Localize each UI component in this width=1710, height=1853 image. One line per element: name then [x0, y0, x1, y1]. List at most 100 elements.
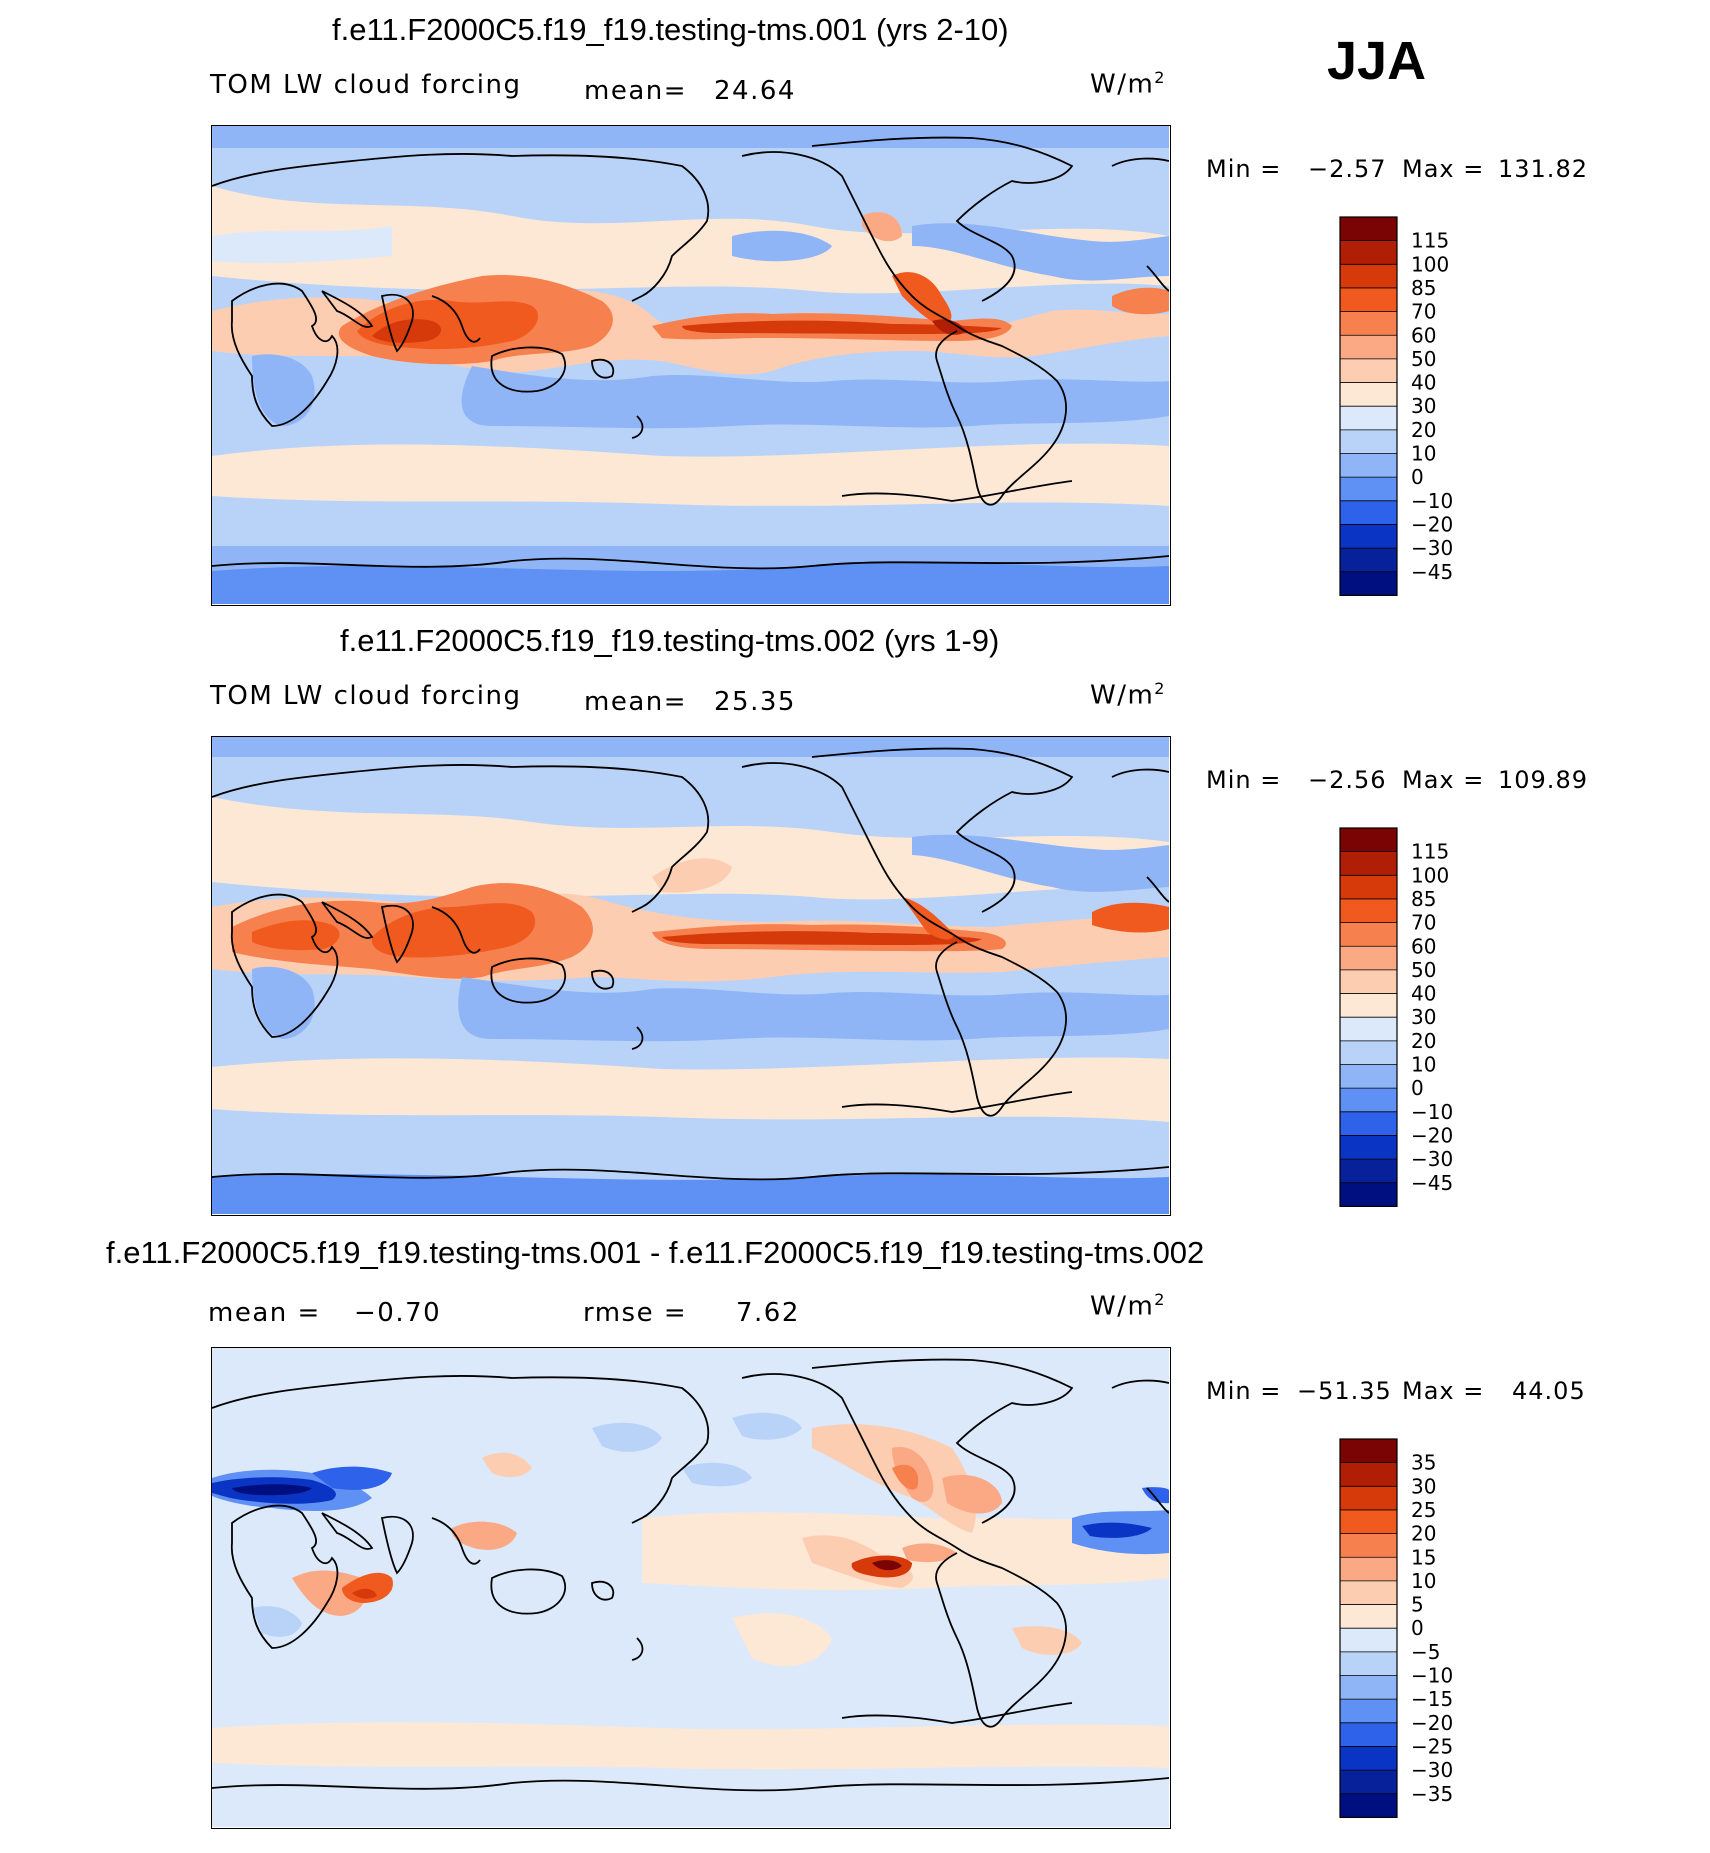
panel3-units-base: W/m [1090, 1291, 1155, 1322]
panel2-mean-value: 25.35 [714, 687, 796, 717]
panel2-max-label: Max = [1402, 766, 1485, 794]
colorbar-tick-label: −25 [1411, 1734, 1453, 1758]
panel3-mean-value: −0.70 [354, 1298, 442, 1328]
panel2-units-base: W/m [1090, 680, 1155, 711]
colorbar-swatch [1340, 828, 1397, 853]
panel2-map-svg [212, 737, 1169, 1214]
colorbar-swatch [1340, 1699, 1397, 1724]
colorbar-tick-label: 5 [1411, 1593, 1424, 1617]
panel1-units-base: W/m [1090, 69, 1155, 100]
panel2-min-label: Min = [1206, 766, 1282, 794]
colorbar-tick-label: −10 [1411, 1664, 1453, 1688]
colorbar-tick-label: 35 [1411, 1451, 1436, 1475]
colorbar-swatch [1340, 851, 1397, 876]
colorbar-swatch [1340, 1159, 1397, 1184]
colorbar-tick-label: 70 [1411, 300, 1436, 324]
colorbar-swatch [1340, 1486, 1397, 1511]
colorbar-tick-label: 20 [1411, 418, 1436, 442]
colorbar-swatch [1340, 922, 1397, 947]
colorbar-tick-label: −20 [1411, 1711, 1453, 1735]
colorbar-tick-label: −20 [1411, 512, 1453, 536]
colorbar-tick-label: 10 [1411, 1053, 1436, 1077]
colorbar-swatch [1340, 1793, 1397, 1818]
colorbar-tick-label: 85 [1411, 276, 1436, 300]
colorbar-swatch [1340, 358, 1397, 384]
colorbar-swatch [1340, 1604, 1397, 1629]
colorbar-border [1339, 216, 1398, 596]
colorbar-tick-label: 40 [1411, 371, 1436, 395]
colorbar-swatch [1340, 1770, 1397, 1795]
colorbar-border [1339, 827, 1398, 1207]
panel2-map [211, 736, 1171, 1216]
colorbar-tick-label: −15 [1411, 1687, 1453, 1711]
colorbar-tick-label: −10 [1411, 1100, 1453, 1124]
colorbar-tick-label: −10 [1411, 489, 1453, 513]
colorbar-swatch [1340, 1628, 1397, 1653]
colorbar-tick-label: −5 [1411, 1640, 1440, 1664]
colorbar-swatch [1340, 1722, 1397, 1747]
colorbar-swatch [1340, 1064, 1397, 1089]
panel3-min-label: Min = [1206, 1377, 1282, 1405]
colorbar-tick-label: 15 [1411, 1545, 1436, 1569]
colorbar-tick-label: 50 [1411, 347, 1436, 371]
colorbar-tick-label: −20 [1411, 1123, 1453, 1147]
colorbar-tick-label: 20 [1411, 1029, 1436, 1053]
panel3-rmse-value: 7.62 [736, 1298, 800, 1328]
colorbar-swatch [1340, 898, 1397, 924]
colorbar-swatch [1340, 264, 1397, 289]
colorbar-border [1339, 1438, 1398, 1818]
panel2-mean-label: mean= [584, 687, 688, 717]
colorbar-swatch [1340, 1746, 1397, 1771]
colorbar-tick-label: 20 [1411, 1522, 1436, 1546]
season-label: JJA [1327, 31, 1427, 91]
panel1-title: f.e11.F2000C5.f19_f19.testing-tms.001 (y… [332, 12, 1009, 47]
colorbar-tick-label: 50 [1411, 958, 1436, 982]
colorbar-swatch [1340, 240, 1397, 265]
colorbar-tick-label: 100 [1411, 252, 1449, 276]
colorbar-swatch [1340, 311, 1397, 336]
colorbar-swatch [1340, 1111, 1397, 1136]
colorbar-swatch [1340, 382, 1397, 407]
colorbar-swatch [1340, 1462, 1397, 1487]
colorbar-tick-label: 40 [1411, 982, 1436, 1006]
colorbar-swatch [1340, 524, 1397, 549]
colorbar-tick-label: 60 [1411, 934, 1436, 958]
panel3-max-value: 44.05 [1512, 1377, 1586, 1405]
colorbar-swatch [1340, 1439, 1397, 1464]
panel3-map [211, 1347, 1171, 1829]
colorbar-tick-label: 85 [1411, 887, 1436, 911]
colorbar-tick-label: −35 [1411, 1782, 1453, 1806]
colorbar-tick-label: 25 [1411, 1498, 1436, 1522]
colorbar-swatch [1340, 993, 1397, 1018]
colorbar-swatch [1340, 969, 1397, 995]
panel2-min-value: −2.56 [1308, 766, 1387, 794]
colorbar-swatch [1340, 1182, 1397, 1207]
colorbar-swatch [1340, 1533, 1397, 1558]
colorbar-tick-label: 30 [1411, 1474, 1436, 1498]
colorbar-swatch [1340, 1580, 1397, 1606]
colorbar-swatch [1340, 571, 1397, 596]
colorbar-tick-label: −30 [1411, 1758, 1453, 1782]
panel1-mean-value: 24.64 [714, 76, 796, 106]
panel3-colorbar: 35 30 25 20 15 10 5 0 −5 −10 −15 −20 −25 −30 −35 [1339, 1438, 1479, 1823]
panel2-units-sup: 2 [1154, 679, 1166, 698]
colorbar-tick-label: 10 [1411, 1569, 1436, 1593]
colorbar-tick-label: 0 [1411, 1616, 1424, 1640]
colorbar-tick-label: −45 [1411, 560, 1453, 584]
colorbar-swatch [1340, 548, 1397, 573]
panel1-max-label: Max = [1402, 155, 1485, 183]
colorbar-swatch [1340, 217, 1397, 242]
colorbar-swatch [1340, 429, 1397, 454]
colorbar-tick-label: −30 [1411, 1147, 1453, 1171]
panel3-min-value: −51.35 [1297, 1377, 1392, 1405]
colorbar-tick-label: 70 [1411, 911, 1436, 935]
colorbar-swatch [1340, 875, 1397, 900]
panel3-units: W/m2 [1090, 1290, 1166, 1322]
colorbar-swatch [1340, 335, 1397, 360]
colorbar-swatch [1340, 1040, 1397, 1065]
colorbar-swatch [1340, 1675, 1397, 1700]
panel3-title: f.e11.F2000C5.f19_f19.testing-tms.001 - … [106, 1235, 1205, 1270]
